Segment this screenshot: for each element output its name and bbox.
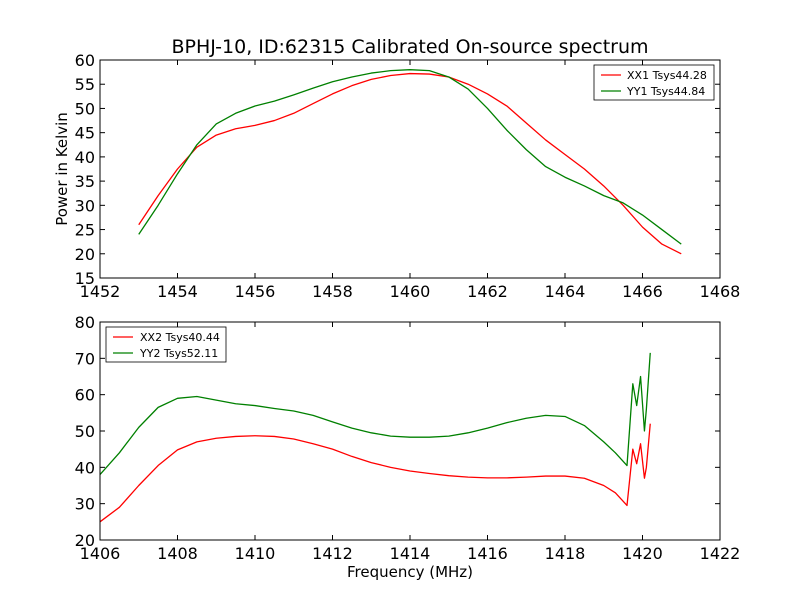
top-subplot: BPHJ-10, ID:62315 Calibrated On-source s… xyxy=(53,36,740,301)
bottom-plot-frame xyxy=(99,321,721,541)
top-y-tick-label: 25 xyxy=(75,221,95,240)
bottom-x-tick-label: 1414 xyxy=(390,544,431,563)
bottom-x-tick-label: 1406 xyxy=(80,544,121,563)
top-x-tick-label: 1456 xyxy=(235,282,276,301)
top-x-tick-label: 1462 xyxy=(467,282,508,301)
bottom-series-line-1 xyxy=(99,352,651,476)
top-y-tick-label: 40 xyxy=(75,148,95,167)
top-legend-box xyxy=(593,64,715,101)
top-y-axis-label: Power in Kelvin xyxy=(53,112,71,226)
top-x-tick-label: 1464 xyxy=(545,282,586,301)
top-y-tick-label: 35 xyxy=(75,172,95,191)
bottom-x-tick-label: 1410 xyxy=(235,544,276,563)
bottom-y-tick-label: 50 xyxy=(75,422,95,441)
top-y-tick-label: 50 xyxy=(75,99,95,118)
top-x-tick-label: 1466 xyxy=(622,282,663,301)
bottom-axis-ticks: 1406 1408 1410 1412 1414 1416 1418 1420 1422 20 30… xyxy=(75,313,741,563)
bottom-x-tick-label: 1418 xyxy=(545,544,586,563)
bottom-y-tick-label: 40 xyxy=(75,458,95,477)
top-chart-title: BPHJ-10, ID:62315 Calibrated On-source s… xyxy=(171,36,648,58)
bottom-subplot: 1406 1408 1410 1412 1414 1416 1418 1420 1422 20 30… xyxy=(75,313,741,581)
bottom-legend-label-yy2: YY2 Tsys52.11 xyxy=(139,347,218,360)
bottom-series-line-0 xyxy=(99,423,651,523)
bottom-legend-label-xx2: XX2 Tsys40.44 xyxy=(140,331,220,344)
bottom-legend: XX2 Tsys40.44 YY2 Tsys52.11 xyxy=(105,326,227,363)
bottom-series-lines xyxy=(99,352,651,523)
bottom-x-tick-label: 1420 xyxy=(622,544,663,563)
bottom-legend-box xyxy=(105,326,227,363)
bottom-x-axis-label: Frequency (MHz) xyxy=(347,563,473,581)
top-legend-label-xx1: XX1 Tsys44.28 xyxy=(627,69,707,82)
top-y-tick-label: 45 xyxy=(75,124,95,143)
top-legend-label-yy1: YY1 Tsys44.84 xyxy=(626,85,705,98)
top-x-tick-label: 1458 xyxy=(312,282,353,301)
bottom-y-tick-label: 60 xyxy=(75,386,95,405)
top-x-tick-label: 1452 xyxy=(80,282,121,301)
bottom-x-tick-label: 1408 xyxy=(157,544,198,563)
top-y-tick-label: 55 xyxy=(75,75,95,94)
top-series-line-0 xyxy=(138,72,682,255)
top-x-tick-label: 1454 xyxy=(157,282,198,301)
top-x-tick-label: 1460 xyxy=(390,282,431,301)
top-y-tick-label: 60 xyxy=(75,51,95,70)
top-legend: XX1 Tsys44.28 YY1 Tsys44.84 xyxy=(593,64,715,101)
bottom-y-tick-label: 30 xyxy=(75,495,95,514)
top-y-tick-label: 20 xyxy=(75,245,95,264)
bottom-y-tick-label: 80 xyxy=(75,313,95,332)
bottom-y-tick-label: 20 xyxy=(75,531,95,550)
bottom-y-tick-label: 70 xyxy=(75,349,95,368)
top-y-tick-label: 15 xyxy=(75,269,95,288)
top-series-line-1 xyxy=(138,69,682,245)
bottom-x-tick-label: 1422 xyxy=(700,544,741,563)
top-y-tick-label: 30 xyxy=(75,196,95,215)
bottom-x-tick-label: 1412 xyxy=(312,544,353,563)
bottom-x-tick-label: 1416 xyxy=(467,544,508,563)
top-series-lines xyxy=(138,69,682,255)
top-x-tick-label: 1468 xyxy=(700,282,741,301)
top-plot-frame xyxy=(99,59,721,279)
top-axis-ticks: 1452 1454 1456 1458 1460 1462 1464 1466 1468 15 20… xyxy=(75,51,741,301)
